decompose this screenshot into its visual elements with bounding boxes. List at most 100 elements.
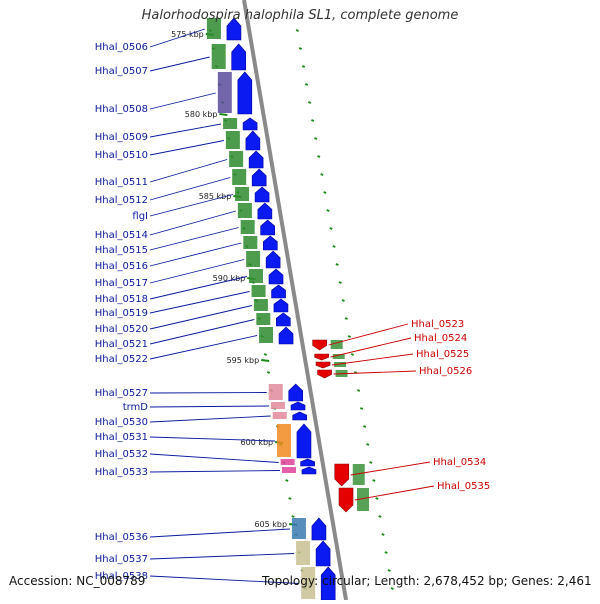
gene-label: flgI	[132, 211, 148, 222]
cog-block	[225, 131, 240, 149]
right-dotted-track	[356, 389, 361, 392]
forward-gene-arrow	[231, 43, 246, 71]
kbp-tick-mark	[261, 359, 270, 362]
reverse-gene-arrow	[314, 353, 329, 361]
accession-text: Accession: NC_008789	[9, 574, 146, 588]
gene-label: Hhal_0522	[95, 354, 148, 365]
gene-label: Hhal_0531	[95, 432, 148, 443]
gene-label: Hhal_0507	[95, 66, 148, 77]
cog-block	[206, 18, 221, 39]
gene-label: Hhal_0517	[95, 278, 148, 289]
leader-line	[149, 210, 236, 236]
gene-label: Hhal_0525	[416, 349, 469, 360]
gene-layer	[226, 17, 354, 601]
kbp-tick-label: 595 kbp	[227, 356, 260, 365]
cog-block	[301, 567, 316, 599]
right-dotted-track	[332, 245, 336, 248]
forward-gene-arrow	[242, 117, 258, 131]
leader-line	[149, 553, 295, 560]
gene-label: Hhal_0524	[414, 333, 467, 344]
forward-gene-arrow	[271, 284, 286, 299]
cog-block	[256, 313, 271, 325]
gene-label: Hhal_0515	[95, 245, 148, 256]
reverse-gene-arrow	[315, 361, 331, 369]
right-dotted-track	[378, 515, 382, 518]
leader-line	[149, 140, 224, 156]
cog-block	[271, 402, 286, 409]
gene-label: Hhal_0509	[95, 132, 148, 143]
leader-line	[350, 461, 431, 476]
gene-label: Hhal_0521	[95, 339, 148, 350]
right-dotted-track	[390, 587, 394, 590]
cog-block	[334, 362, 347, 367]
cog-block	[357, 488, 369, 511]
gene-label: Hhal_0534	[433, 457, 486, 468]
cog-block	[291, 518, 306, 539]
right-dotted-track	[314, 137, 318, 140]
cog-block	[296, 541, 311, 565]
gene-label: Hhal_0508	[95, 104, 148, 115]
leader-line	[149, 28, 206, 48]
backbone-layer	[242, 0, 348, 601]
right-dotted-track	[326, 209, 330, 212]
cog-block	[223, 118, 238, 129]
left-dotted-track	[291, 515, 295, 518]
gene-label: Hhal_0530	[95, 417, 148, 428]
cog-block	[259, 327, 274, 343]
gene-label: Hhal_0523	[411, 319, 464, 330]
right-dotted-track	[381, 533, 385, 536]
map-title: Halorhodospira halophila SL1, complete g…	[141, 8, 459, 23]
kbp-tick-label: 580 kbp	[185, 110, 218, 119]
right-dotted-track	[307, 101, 312, 104]
leader-line	[333, 370, 417, 375]
right-dotted-track	[298, 47, 303, 50]
right-dotted-track	[329, 227, 333, 230]
right-dotted-track	[344, 317, 348, 320]
right-dotted-track	[387, 569, 391, 572]
cog-block	[253, 299, 268, 311]
cog-block	[232, 169, 247, 185]
gene-label: Hhal_0519	[95, 308, 148, 319]
right-dotted-track	[372, 479, 376, 482]
left-dotted-track	[288, 497, 292, 500]
gene-label: Hhal_0535	[437, 481, 490, 492]
right-dotted-track	[335, 263, 339, 266]
label-layer: Hhal_0506 Hhal_0507 Hhal_0508 Hhal_0509 Hhal…	[95, 28, 490, 584]
forward-gene-arrow	[276, 312, 291, 327]
kbp-tick-label: 600 kbp	[241, 438, 274, 447]
forward-gene-arrow	[273, 298, 289, 313]
forward-gene-arrow	[315, 540, 331, 567]
forward-gene-arrow	[260, 219, 275, 236]
right-dotted-track	[375, 497, 379, 500]
topology-text: Topology: circular; Length: 2,678,452 bp…	[262, 574, 592, 588]
cog-block	[332, 354, 345, 359]
right-dotted-track	[301, 65, 306, 68]
left-dotted-track	[263, 353, 268, 356]
cog-block	[249, 269, 264, 283]
cog-block	[235, 187, 250, 201]
gene-label: Hhal_0537	[95, 554, 148, 565]
right-dotted-track	[304, 83, 309, 86]
cog-block	[268, 384, 283, 400]
leader-line	[149, 56, 210, 72]
backbone-line	[242, 0, 348, 601]
leader-line	[149, 415, 271, 423]
cog-block	[280, 459, 295, 465]
gene-label: Hhal_0512	[95, 195, 148, 206]
forward-gene-arrow	[288, 383, 304, 402]
leader-line	[149, 305, 253, 330]
leader-line	[149, 259, 245, 284]
right-dotted-track	[323, 191, 327, 194]
leader-line	[149, 242, 242, 267]
forward-gene-arrow	[263, 235, 278, 251]
kbp-tick-label: 585 kbp	[199, 192, 232, 201]
forward-gene-arrow	[278, 326, 294, 345]
cog-block	[229, 151, 244, 167]
leader-line	[149, 335, 258, 360]
leader-line	[149, 227, 239, 251]
right-dotted-track	[366, 443, 370, 446]
reverse-gene-arrow	[317, 369, 332, 379]
left-dotted-track	[285, 479, 289, 482]
gene-label: Hhal_0516	[95, 261, 148, 272]
